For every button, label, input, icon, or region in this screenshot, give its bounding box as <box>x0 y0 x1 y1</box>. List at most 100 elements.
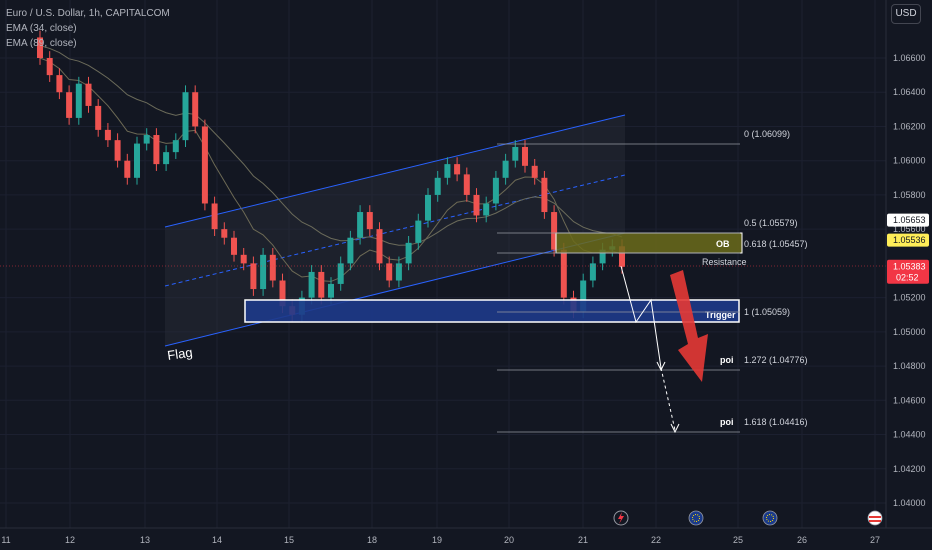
time-axis[interactable]: 11 12 13 14 15 18 19 20 21 22 25 26 27 <box>1 535 880 545</box>
candle-body <box>580 280 587 312</box>
candle-body <box>415 220 422 243</box>
candle-body <box>434 177 441 195</box>
time-tick-label: 13 <box>140 535 150 545</box>
projection-arrowhead-1 <box>656 361 666 372</box>
time-tick-label: 18 <box>367 535 377 545</box>
fib-label-1-618: 1.618 (1.04416) <box>744 417 808 427</box>
channel-lower-line[interactable] <box>164 232 626 347</box>
event-eu-flag-icon-1[interactable] <box>688 510 704 526</box>
candle-body <box>56 75 63 93</box>
eu-stars-icon-1 <box>692 514 700 522</box>
candle-body <box>357 212 364 238</box>
price-tick-label: 1.06600 <box>893 53 926 63</box>
candle-body <box>163 152 170 165</box>
candle-body <box>104 129 111 141</box>
candle-body <box>454 164 461 175</box>
candle-body <box>560 249 567 298</box>
candle-body <box>463 174 470 195</box>
projection-path[interactable] <box>620 265 662 369</box>
candle-body <box>376 229 383 264</box>
price-tick-label: 1.04400 <box>893 430 926 440</box>
candle-body <box>95 105 102 130</box>
candle-body <box>473 194 480 216</box>
candle-body <box>308 271 315 298</box>
price-tag <box>887 233 929 247</box>
event-eu-flag-icon-2[interactable] <box>762 510 778 526</box>
price-tag-label: 1.05536 <box>893 235 926 245</box>
fib-label-0-5: 0.5 (1.05579) <box>744 218 798 228</box>
ob-label: OB <box>716 239 730 249</box>
candle-body <box>66 92 73 118</box>
fib-label-0: 0 (1.06099) <box>744 129 790 139</box>
eu-stars-icon-2 <box>766 514 774 522</box>
candle-body <box>619 246 625 267</box>
price-axis[interactable]: 1.06600 1.06400 1.06200 1.06000 1.05800 1.056… <box>893 53 926 508</box>
time-tick-label: 12 <box>65 535 75 545</box>
channel-mid-line[interactable] <box>164 174 626 287</box>
price-tag-label: 1.05653 <box>893 215 926 225</box>
trigger-label: Trigger <box>705 310 736 320</box>
candle-body <box>405 242 412 264</box>
event-icons[interactable] <box>613 510 883 526</box>
bearish-arrow[interactable] <box>670 270 708 382</box>
price-tick-label: 1.06000 <box>893 156 926 166</box>
candle-layer <box>37 30 625 322</box>
time-tick-label: 25 <box>733 535 743 545</box>
currency-button[interactable]: USD <box>891 4 921 24</box>
candle-body <box>444 164 451 178</box>
time-tick-label: 21 <box>578 535 588 545</box>
price-tick-label: 1.05600 <box>893 224 926 234</box>
us-flag-stripes-icon-2 <box>869 520 881 522</box>
time-tick-label: 22 <box>651 535 661 545</box>
candle-body <box>201 126 208 204</box>
candle-body <box>395 263 402 281</box>
candle-body <box>483 203 490 216</box>
candle-body <box>551 212 558 250</box>
candle-body <box>250 263 257 290</box>
price-tick-label: 1.05200 <box>893 293 926 303</box>
time-tick-label: 27 <box>870 535 880 545</box>
candle-body <box>46 58 53 76</box>
poi-label-2: poi <box>720 417 734 427</box>
price-tick-label: 1.05800 <box>893 190 926 200</box>
indicator-ema34[interactable]: EMA (34, close) <box>6 23 77 34</box>
indicator-ema89[interactable]: EMA (89, close) <box>6 38 77 49</box>
candle-body <box>260 254 267 290</box>
candle-body <box>192 92 199 127</box>
candle-body <box>231 237 237 255</box>
symbol-title[interactable]: Euro / U.S. Dollar, 1h, CAPITALCOM <box>6 8 170 19</box>
candle-body <box>425 194 431 221</box>
price-tag <box>887 213 929 227</box>
price-tick-label: 1.04200 <box>893 464 926 474</box>
grid-layer <box>0 0 886 528</box>
price-tick-label: 1.04000 <box>893 498 926 508</box>
candle-body <box>512 147 519 161</box>
candle-body <box>337 263 344 284</box>
trigger-box[interactable] <box>244 299 740 323</box>
candle-body <box>328 283 334 298</box>
candle-body <box>599 249 606 264</box>
time-tick-label: 11 <box>1 535 10 545</box>
projection-arrowhead-2 <box>670 423 680 434</box>
flag-label: Flag <box>166 345 193 363</box>
candle-body <box>172 140 179 153</box>
price-tick-label: 1.06200 <box>893 121 926 131</box>
time-tick-label: 26 <box>797 535 807 545</box>
time-tick-label: 15 <box>284 535 294 545</box>
fib-label-0-618: 0.618 (1.05457) <box>744 239 808 249</box>
countdown-label: 02:52 <box>896 272 919 282</box>
price-tick-label: 1.04800 <box>893 361 926 371</box>
candle-body <box>492 177 499 204</box>
lightning-icon-glyph <box>618 512 624 524</box>
candle-body <box>124 160 131 178</box>
ob-box[interactable] <box>555 232 743 254</box>
candle-body <box>318 271 325 298</box>
candle-body <box>221 229 228 238</box>
candle-body <box>143 135 150 144</box>
candle-body <box>531 165 538 178</box>
candle-body <box>522 147 528 166</box>
candle-body <box>269 254 276 281</box>
projection-path-dashed[interactable] <box>660 367 676 431</box>
